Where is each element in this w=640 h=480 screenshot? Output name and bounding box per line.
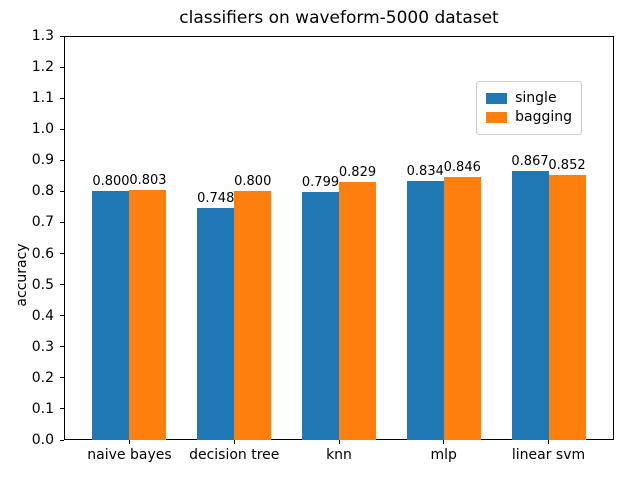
legend-swatch-bagging [486,112,508,123]
x-tick-mark [548,440,550,444]
bar-value-label: 0.803 [129,173,167,189]
y-tick-mark [60,408,64,410]
y-tick-mark [60,97,64,99]
y-tick-label: 0.1 [31,400,54,417]
bar-value-label: 0.829 [338,165,377,181]
y-tick-mark [60,35,64,37]
y-tick-label: 0.5 [31,276,54,293]
y-tick-mark [60,128,64,130]
bar-bagging-linear-svm [548,175,586,440]
bar-single-naive-bayes [92,191,130,440]
bar-bagging-decision-tree [234,191,272,440]
bar-single-linear-svm [511,170,549,440]
legend: single bagging [476,81,582,135]
bar-value-label: 0.846 [443,160,481,176]
x-tick-mark [338,440,340,444]
y-tick-mark [60,439,64,441]
y-tick-label: 0.6 [31,245,54,262]
y-tick-label: 0.9 [31,152,54,169]
y-tick-label: 0.8 [31,183,54,200]
bar-single-decision-tree [197,207,235,440]
x-tick-mark [443,440,445,444]
y-tick-label: 0.3 [31,338,54,355]
y-tick-label: 0.4 [31,307,54,324]
legend-swatch-single [486,93,508,104]
y-tick-label: 1.2 [31,59,54,76]
legend-label: bagging [515,109,572,125]
y-tick-label: 1.0 [31,121,54,138]
bar-bagging-knn [339,182,376,440]
y-tick-label: 1.3 [31,28,54,44]
bar-single-mlp [406,180,444,440]
x-tick-mark [233,440,235,444]
bar-value-label: 0.748 [197,190,235,206]
chart-title: classifiers on waveform-5000 dataset [179,8,499,28]
legend-row-bagging: bagging [486,109,572,126]
y-tick-label: 1.1 [31,90,54,107]
bar-bagging-mlp [443,177,481,440]
bar-bagging-naive-bayes [129,190,167,440]
y-tick-mark [60,315,64,317]
x-tick-label: naive bayes [87,447,172,463]
x-tick-label: decision tree [189,447,280,463]
bar-value-label: 0.852 [548,158,586,174]
bar-value-label: 0.800 [234,174,272,190]
y-tick-mark [60,159,64,161]
legend-label: single [515,90,557,106]
y-tick-mark [60,221,64,223]
y-tick-mark [60,66,64,68]
bar-value-label: 0.867 [511,153,549,169]
y-tick-mark [60,190,64,192]
plot-area: accuracy 0.800 0.748 0.799 0.834 0.867 0.803 0… [14,36,614,440]
x-tick-label: mlp [430,447,457,463]
y-tick-mark [60,253,64,255]
bar-single-knn [302,191,339,440]
y-tick-label: 0.2 [31,369,54,386]
bar-value-label: 0.834 [406,163,444,179]
x-tick-mark [128,440,130,444]
y-tick-mark [60,377,64,379]
legend-row-single: single [486,90,572,107]
x-tick-label: linear svm [511,447,586,463]
bar-value-label: 0.799 [301,174,340,190]
y-tick-mark [60,284,64,286]
bar-value-label: 0.800 [92,174,130,190]
y-tick-label: 0.0 [31,432,54,448]
x-tick-label: knn [326,447,352,463]
y-tick-label: 0.7 [31,214,54,231]
y-tick-mark [60,346,64,348]
